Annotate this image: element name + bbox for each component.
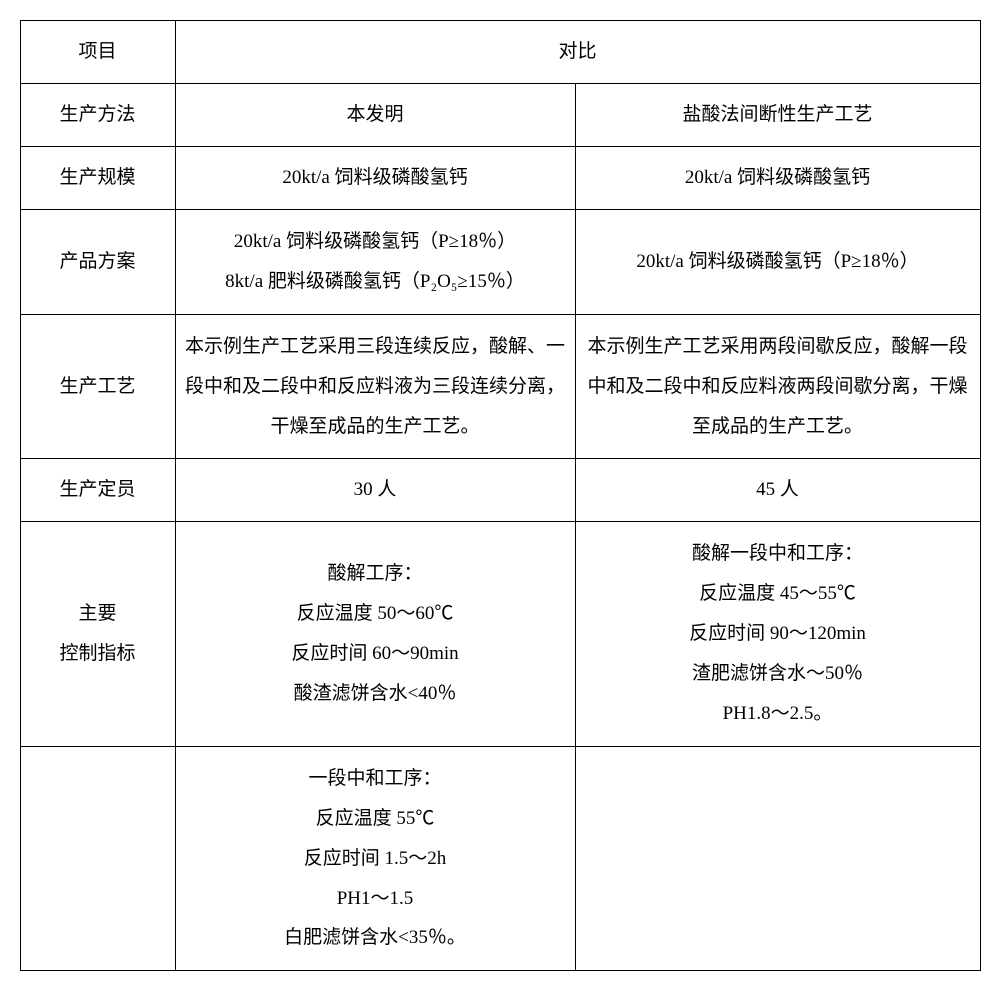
header-comparison: 对比 [175,21,980,84]
control2-left-line4: PH1～1.5 [184,879,567,919]
staff-left: 30 人 [175,459,575,522]
control-right: 酸解一段中和工序： 反应温度 45～55℃ 反应时间 90～120min 渣肥滤… [575,522,980,746]
table-row-header: 项目 对比 [20,21,980,84]
staff-right: 45 人 [575,459,980,522]
control-left-line3: 反应时间 60～90min [184,634,567,674]
staff-label: 生产定员 [20,459,175,522]
control-right-line2: 反应温度 45～55℃ [584,574,972,614]
scale-right: 20kt/a 饲料级磷酸氢钙 [575,147,980,210]
table-row-control2: 一段中和工序： 反应温度 55℃ 反应时间 1.5～2h PH1～1.5 白肥滤… [20,746,980,970]
comparison-table: 项目 对比 生产方法 本发明 盐酸法间断性生产工艺 生产规模 20kt/a 饲料… [20,20,981,971]
control-left: 酸解工序： 反应温度 50～60℃ 反应时间 60～90min 酸渣滤饼含水<4… [175,522,575,746]
control2-left-line2: 反应温度 55℃ [184,799,567,839]
control2-left-line5: 白肥滤饼含水<35％。 [184,918,567,958]
product-plan-left-line2: 8kt/a 肥料级磷酸氢钙（P₂O₅≥15％） [184,262,567,302]
control-right-line4: 渣肥滤饼含水～50％ [584,654,972,694]
process-label: 生产工艺 [20,314,175,459]
scale-left: 20kt/a 饲料级磷酸氢钙 [175,147,575,210]
product-plan-left-line1: 20kt/a 饲料级磷酸氢钙（P≥18％） [184,222,567,262]
control-left-line1: 酸解工序： [184,554,567,594]
control-right-line1: 酸解一段中和工序： [584,534,972,574]
table-row-control: 主要 控制指标 酸解工序： 反应温度 50～60℃ 反应时间 60～90min … [20,522,980,746]
method-left: 本发明 [175,84,575,147]
table-row-product-plan: 产品方案 20kt/a 饲料级磷酸氢钙（P≥18％） 8kt/a 肥料级磷酸氢钙… [20,210,980,315]
control-label-line1: 主要 [29,594,167,634]
table-row-staff: 生产定员 30 人 45 人 [20,459,980,522]
control2-right [575,746,980,970]
control2-left-line1: 一段中和工序： [184,759,567,799]
control2-left: 一段中和工序： 反应温度 55℃ 反应时间 1.5～2h PH1～1.5 白肥滤… [175,746,575,970]
process-right: 本示例生产工艺采用两段间歇反应，酸解一段中和及二段中和反应料液两段间歇分离，干燥… [575,314,980,459]
scale-label: 生产规模 [20,147,175,210]
product-plan-right: 20kt/a 饲料级磷酸氢钙（P≥18％） [575,210,980,315]
control-right-line5: PH1.8～2.5。 [584,694,972,734]
control-label: 主要 控制指标 [20,522,175,746]
control-left-line4: 酸渣滤饼含水<40％ [184,674,567,714]
table-row-process: 生产工艺 本示例生产工艺采用三段连续反应，酸解、一段中和及二段中和反应料液为三段… [20,314,980,459]
control-left-line2: 反应温度 50～60℃ [184,594,567,634]
process-left: 本示例生产工艺采用三段连续反应，酸解、一段中和及二段中和反应料液为三段连续分离，… [175,314,575,459]
method-label: 生产方法 [20,84,175,147]
product-plan-label: 产品方案 [20,210,175,315]
table-row-method: 生产方法 本发明 盐酸法间断性生产工艺 [20,84,980,147]
header-project: 项目 [20,21,175,84]
control2-left-line3: 反应时间 1.5～2h [184,839,567,879]
control-right-line3: 反应时间 90～120min [584,614,972,654]
table-row-scale: 生产规模 20kt/a 饲料级磷酸氢钙 20kt/a 饲料级磷酸氢钙 [20,147,980,210]
product-plan-left: 20kt/a 饲料级磷酸氢钙（P≥18％） 8kt/a 肥料级磷酸氢钙（P₂O₅… [175,210,575,315]
control-label-line2: 控制指标 [29,634,167,674]
method-right: 盐酸法间断性生产工艺 [575,84,980,147]
control2-label [20,746,175,970]
